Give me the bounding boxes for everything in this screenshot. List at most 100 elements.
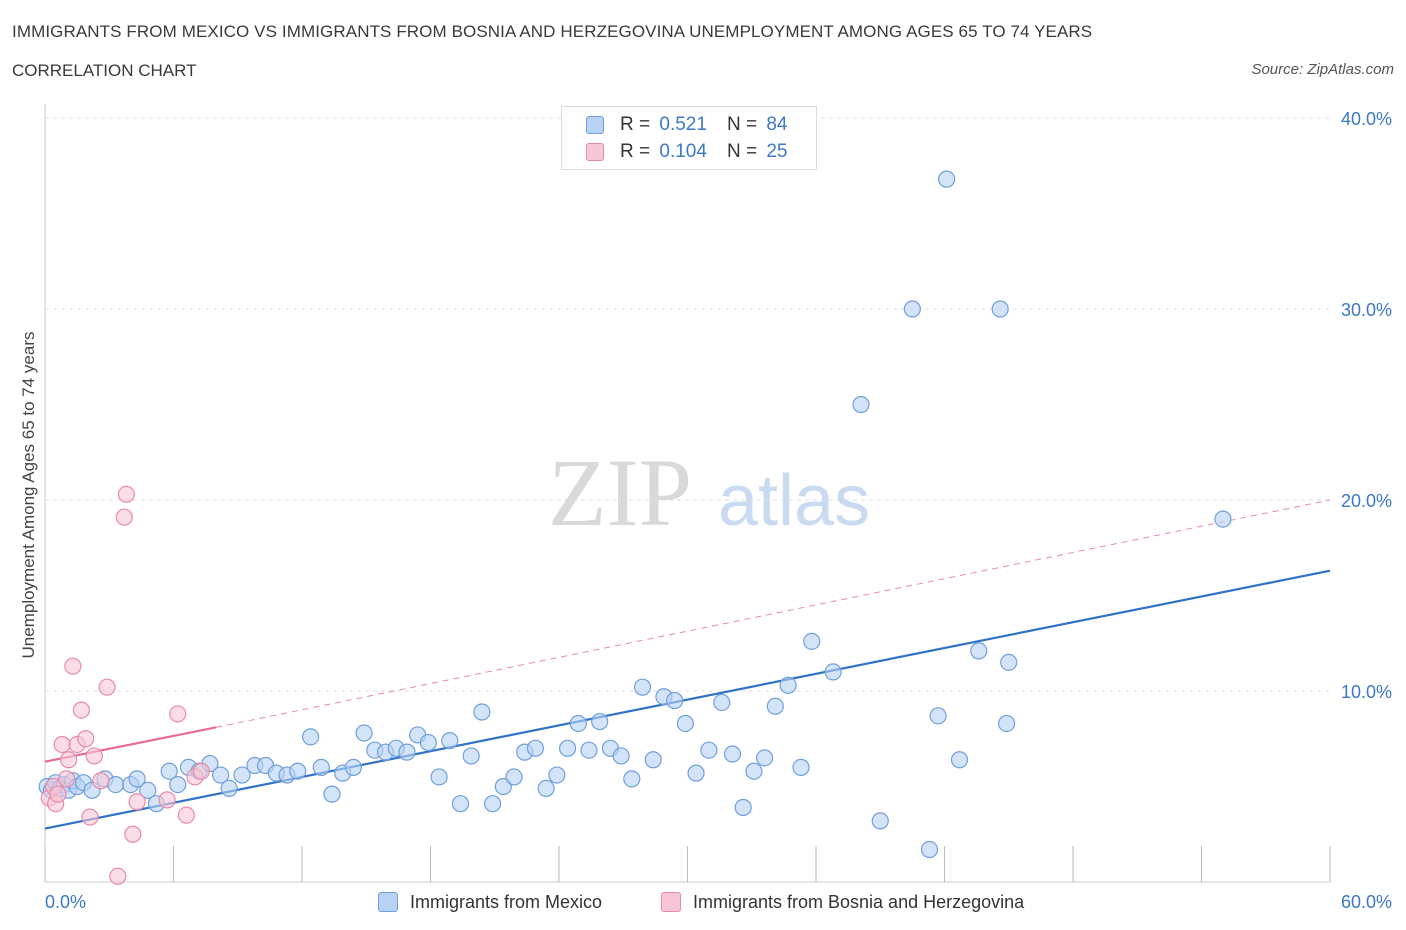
point-bosnia <box>98 678 116 696</box>
point-mexico <box>312 758 330 777</box>
point-mexico <box>569 714 587 733</box>
point-bosnia <box>59 751 78 769</box>
trend-line-bosnia-extended <box>216 499 1331 728</box>
legend-n-value: 84 <box>766 114 788 135</box>
y-axis-label: Unemployment Among Ages 65 to 74 years <box>19 332 38 659</box>
legend-r-label: R = <box>620 141 651 162</box>
point-bosnia <box>128 793 146 811</box>
point-bosnia <box>92 772 110 790</box>
tick-labels: 10.0% 20.0% 30.0% 40.0% 0.0% 60.0% <box>45 109 1392 912</box>
point-mexico <box>824 663 842 681</box>
point-bosnia <box>85 747 103 765</box>
point-mexico <box>1000 653 1018 671</box>
point-mexico <box>169 775 187 794</box>
point-mexico <box>430 768 448 786</box>
point-mexico <box>220 779 238 798</box>
bottom-legend-bosnia: Immigrants from Bosnia and Herzegovina <box>661 889 1024 915</box>
point-mexico <box>938 170 956 188</box>
point-mexico <box>128 770 146 788</box>
point-mexico <box>666 691 684 710</box>
grid-lines <box>45 117 1330 692</box>
trend-line-mexico <box>44 569 1331 830</box>
data-points <box>38 170 1232 885</box>
y-tick-label: 10.0% <box>1341 682 1392 702</box>
bottom-legend-mexico: Immigrants from Mexico <box>378 889 602 915</box>
point-mexico <box>355 724 373 742</box>
point-mexico <box>745 762 763 780</box>
point-mexico <box>991 300 1009 318</box>
legend-row-bosnia: R = 0.104 N = 25 <box>586 140 787 164</box>
point-mexico <box>289 762 307 780</box>
point-bosnia <box>53 735 71 754</box>
watermark-atlas: atlas <box>718 461 870 541</box>
point-mexico <box>301 728 320 746</box>
point-mexico <box>580 741 598 759</box>
point-mexico <box>970 642 988 660</box>
x-tick-label: 0.0% <box>45 892 86 912</box>
point-mexico <box>462 747 480 765</box>
legend-r-value: 0.104 <box>659 141 707 162</box>
point-bosnia <box>124 825 142 843</box>
point-mexico <box>755 749 774 767</box>
source-label: Source: ZipAtlas.com <box>1251 61 1394 78</box>
point-bosnia <box>177 806 195 824</box>
point-mexico <box>920 840 939 859</box>
point-mexico <box>713 693 731 712</box>
point-bosnia <box>117 485 135 503</box>
point-mexico <box>852 395 870 414</box>
point-bosnia <box>158 791 176 809</box>
point-mexico <box>591 712 609 731</box>
point-bosnia <box>72 701 91 719</box>
point-mexico <box>792 758 810 777</box>
chart-title: IMMIGRANTS FROM MEXICO VS IMMIGRANTS FRO… <box>12 22 1093 41</box>
point-mexico <box>998 714 1016 733</box>
point-mexico <box>494 777 512 796</box>
y-tick-label: 40.0% <box>1341 109 1392 129</box>
point-mexico <box>484 795 502 813</box>
point-mexico <box>558 739 577 757</box>
point-bosnia <box>64 657 82 675</box>
point-mexico <box>323 785 341 803</box>
point-mexico <box>700 741 718 759</box>
x-tick-label: 60.0% <box>1341 892 1392 912</box>
point-mexico <box>871 812 889 830</box>
legend-r-label: R = <box>620 114 651 135</box>
point-mexico <box>451 795 470 813</box>
point-mexico <box>723 745 742 763</box>
bottom-legend-label: Immigrants from Mexico <box>410 891 603 912</box>
y-tick-label: 30.0% <box>1341 300 1392 320</box>
point-bosnia <box>57 770 76 788</box>
point-mexico <box>526 739 545 757</box>
point-mexico <box>441 732 459 750</box>
bottom-legend-label: Immigrants from Bosnia and Herzegovina <box>693 891 1025 912</box>
point-mexico <box>160 762 178 780</box>
point-mexico <box>929 707 947 725</box>
point-mexico <box>419 733 437 752</box>
point-mexico <box>644 751 662 769</box>
point-mexico <box>537 779 555 798</box>
point-mexico <box>903 300 921 318</box>
point-bosnia <box>115 508 133 526</box>
legend-n-label: N = <box>726 114 758 135</box>
y-tick-label: 20.0% <box>1341 491 1392 511</box>
legend-swatch-bosnia <box>586 143 604 161</box>
point-bosnia <box>109 867 127 885</box>
point-mexico <box>473 703 491 721</box>
point-mexico <box>1214 510 1232 528</box>
point-mexico <box>687 764 705 782</box>
legend-swatch-mexico <box>586 116 604 134</box>
axes <box>44 104 1331 883</box>
point-mexico <box>344 758 362 777</box>
point-mexico <box>623 770 641 788</box>
point-mexico <box>950 751 969 769</box>
point-mexico <box>139 781 157 799</box>
point-bosnia <box>169 705 187 723</box>
chart-subtitle: CORRELATION CHART <box>12 61 197 80</box>
bottom-swatch-bosnia <box>661 892 681 912</box>
legend-row-mexico: R = 0.521 N = 84 <box>586 113 787 137</box>
legend-r-value: 0.521 <box>659 114 707 135</box>
point-mexico <box>233 766 251 784</box>
point-mexico <box>548 766 566 784</box>
point-mexico <box>398 743 416 761</box>
